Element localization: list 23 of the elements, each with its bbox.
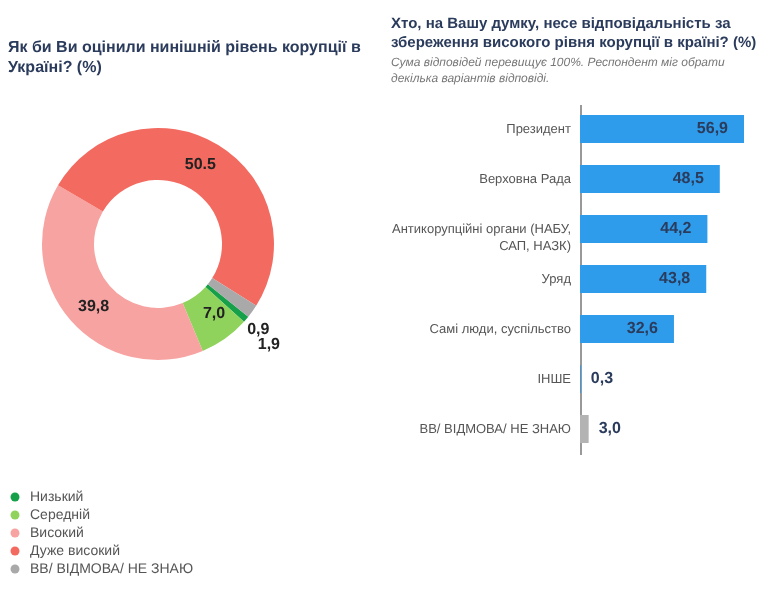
data-label: 50.5 bbox=[184, 154, 217, 173]
donut-slice bbox=[205, 284, 249, 322]
donut-slice bbox=[42, 185, 203, 360]
donut-slice bbox=[207, 277, 257, 317]
bar bbox=[580, 215, 708, 243]
data-label: 48,5 bbox=[672, 169, 705, 187]
data-label: 7,0 bbox=[202, 304, 227, 323]
data-label: 0,3 bbox=[590, 369, 615, 387]
data-label: 44,2 bbox=[660, 219, 693, 237]
bar bbox=[580, 415, 589, 443]
data-label: 39,8 bbox=[78, 296, 111, 315]
bar bbox=[580, 165, 720, 193]
data-label: 43,8 bbox=[659, 269, 692, 287]
bar bbox=[580, 115, 744, 143]
data-label: 0,9 bbox=[247, 319, 271, 338]
data-label: 32,6 bbox=[626, 319, 660, 337]
data-label: 3,0 bbox=[598, 419, 622, 437]
donut-slice bbox=[182, 286, 244, 352]
data-label: 56,9 bbox=[696, 119, 730, 137]
bar bbox=[580, 315, 674, 343]
chart-title: Як би Ви оцінили нинішній рівень корупції в Україні? (%) bbox=[8, 38, 361, 76]
bar bbox=[580, 265, 707, 293]
data-label: 1,9 bbox=[257, 335, 282, 354]
